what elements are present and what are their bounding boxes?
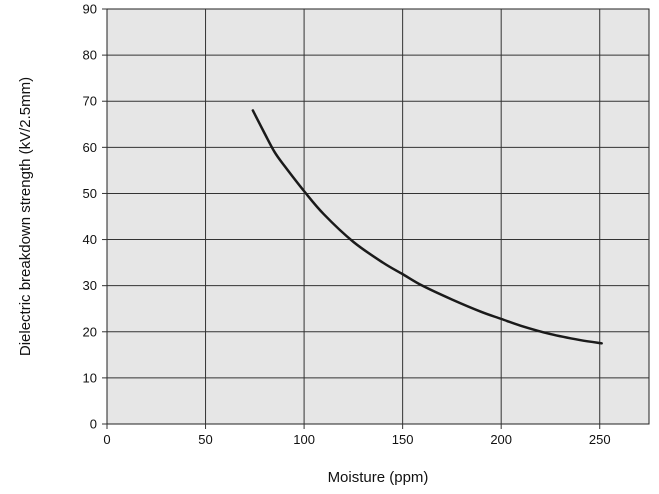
grid-lines xyxy=(107,9,649,424)
x-tick-label-250: 250 xyxy=(589,432,611,447)
y-tick-label-10: 10 xyxy=(83,370,97,385)
x-tick-label-0: 0 xyxy=(103,432,110,447)
y-axis-title: Dielectric breakdown strength (kV/2.5mm) xyxy=(17,77,34,356)
x-tick-label-200: 200 xyxy=(490,432,512,447)
x-tick-label-50: 50 xyxy=(198,432,212,447)
y-axis-ticks: 0 10 20 30 40 50 60 70 80 90 xyxy=(83,2,107,432)
x-axis-title: Moisture (ppm) xyxy=(328,469,429,486)
y-tick-label-40: 40 xyxy=(83,232,97,247)
y-tick-label-50: 50 xyxy=(83,186,97,201)
y-tick-label-90: 90 xyxy=(83,2,97,17)
series-line-breakdown-strength xyxy=(251,109,603,345)
y-tick-label-20: 20 xyxy=(83,324,97,339)
x-axis-ticks: 0 50 100 150 200 250 xyxy=(103,424,611,447)
y-tick-label-0: 0 xyxy=(90,417,97,432)
y-tick-label-30: 30 xyxy=(83,278,97,293)
y-tick-label-70: 70 xyxy=(83,94,97,109)
y-tick-label-60: 60 xyxy=(83,140,97,155)
x-tick-label-100: 100 xyxy=(293,432,315,447)
plot-area xyxy=(106,8,650,425)
x-tick-label-150: 150 xyxy=(392,432,414,447)
y-tick-label-80: 80 xyxy=(83,48,97,63)
